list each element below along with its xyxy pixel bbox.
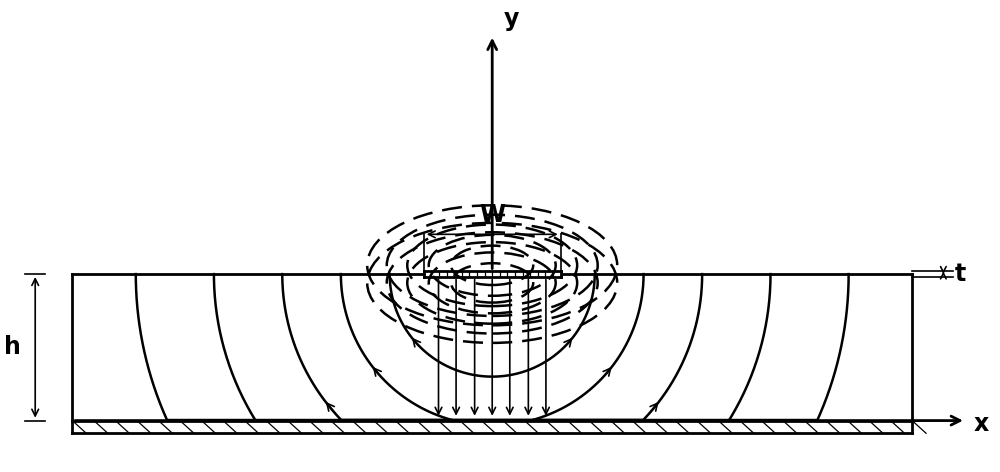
Text: t: t (955, 262, 966, 286)
Text: x: x (974, 413, 989, 437)
Text: h: h (4, 335, 21, 359)
Text: W: W (479, 203, 505, 228)
Text: y: y (504, 7, 519, 31)
